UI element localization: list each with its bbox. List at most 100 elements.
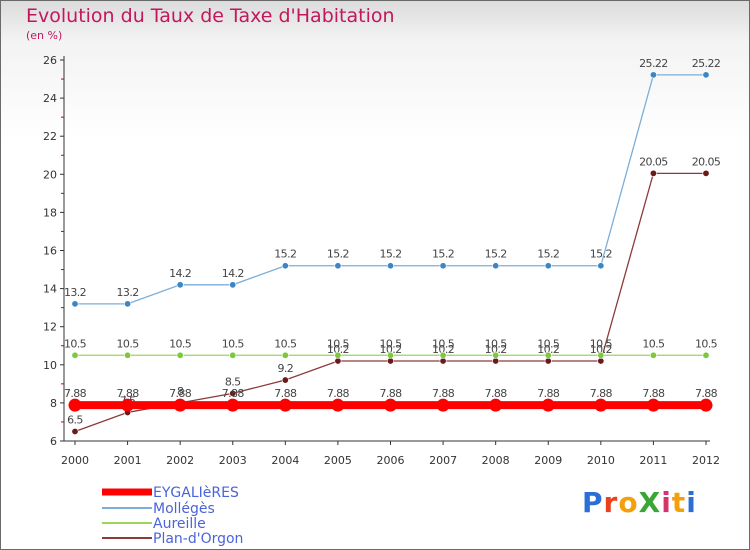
y-tick-label: 20 — [43, 168, 57, 181]
x-tick-label: 2012 — [692, 454, 720, 467]
x-tick-label: 2004 — [271, 454, 299, 467]
series-3: 6.57.588.59.210.210.210.210.210.210.220.… — [67, 155, 721, 435]
data-point — [544, 262, 552, 270]
data-label: 10.5 — [64, 337, 87, 350]
x-tick-label: 2006 — [377, 454, 405, 467]
data-label: 13.2 — [117, 286, 139, 299]
data-point — [281, 351, 289, 359]
data-label: 7.88 — [64, 387, 87, 400]
logo-letter: r — [603, 486, 619, 519]
data-label: 15.2 — [590, 248, 612, 261]
data-point — [334, 262, 342, 270]
data-label: 6.5 — [67, 413, 83, 426]
data-label: 10.5 — [222, 337, 245, 350]
data-point — [702, 351, 710, 359]
data-label: 10.2 — [379, 343, 401, 356]
y-tick-label: 16 — [43, 245, 57, 258]
data-label: 7.88 — [642, 387, 665, 400]
data-point — [173, 398, 187, 412]
data-point — [439, 262, 447, 270]
x-tick-label: 2008 — [482, 454, 510, 467]
y-tick-label: 8 — [50, 397, 57, 410]
data-label: 20.05 — [692, 155, 721, 168]
data-point — [541, 398, 555, 412]
data-point — [71, 351, 79, 359]
data-point — [492, 262, 500, 270]
data-point — [121, 398, 135, 412]
data-label: 7.88 — [432, 387, 455, 400]
data-label: 10.2 — [432, 343, 454, 356]
logo-letter: i — [686, 486, 697, 519]
logo-letter: i — [661, 486, 672, 519]
logo-letter: P — [582, 486, 604, 519]
legend-label: Aureille — [153, 516, 206, 532]
axes: 6 8 10 12 14 16 18 20 22 24 26 2000 2001 2002 2003 2004… — [43, 54, 720, 467]
data-point — [281, 262, 289, 270]
data-label: 9.2 — [277, 362, 293, 375]
data-label: 10.2 — [537, 343, 559, 356]
data-point — [124, 300, 132, 308]
proxiti-logo: ProXiti — [582, 486, 697, 519]
x-tick-label: 2001 — [114, 454, 142, 467]
data-label: 15.2 — [537, 248, 559, 261]
data-label: 15.2 — [432, 248, 454, 261]
data-label: 15.2 — [379, 248, 401, 261]
x-tick-label: 2011 — [639, 454, 667, 467]
logo-letter: t — [671, 486, 687, 519]
data-point — [646, 398, 660, 412]
data-point — [649, 169, 657, 177]
data-point — [176, 281, 184, 289]
data-point — [386, 351, 394, 359]
y-tick-label: 10 — [43, 359, 57, 372]
data-point — [71, 300, 79, 308]
x-tick-label: 2005 — [324, 454, 352, 467]
data-point — [68, 398, 82, 412]
data-point — [384, 398, 397, 412]
data-label: 7.88 — [695, 387, 718, 400]
data-label: 10.5 — [274, 337, 297, 350]
data-label: 10.5 — [485, 337, 508, 350]
data-point — [489, 398, 503, 412]
data-point — [649, 351, 657, 359]
data-label: 7.88 — [379, 387, 402, 400]
data-label: 20.05 — [639, 155, 668, 168]
data-point — [124, 351, 132, 359]
data-point — [439, 351, 447, 359]
y-tick-label: 26 — [43, 54, 57, 67]
data-label: 10.5 — [432, 337, 455, 350]
data-point — [544, 351, 552, 359]
data-point — [334, 351, 342, 359]
data-point — [492, 351, 500, 359]
y-tick-label: 18 — [43, 206, 57, 219]
x-tick-label: 2000 — [61, 454, 89, 467]
data-point — [702, 169, 710, 177]
x-tick-label: 2007 — [429, 454, 457, 467]
y-tick-label: 22 — [43, 130, 57, 143]
data-label: 7.88 — [537, 387, 560, 400]
data-point — [226, 398, 240, 412]
data-label: 14.2 — [169, 267, 191, 280]
data-label: 7.88 — [274, 387, 297, 400]
data-point — [597, 351, 605, 359]
series-1: 13.2 13.2 14.2 14.2 15.2 15.2 15.2 15.2 15.2 15.2… — [64, 57, 721, 308]
data-label: 7.88 — [485, 387, 508, 400]
y-tick-label: 12 — [43, 321, 57, 334]
data-label: 10.5 — [169, 337, 192, 350]
data-point — [594, 398, 608, 412]
data-label: 7.88 — [169, 387, 192, 400]
data-point — [597, 262, 605, 270]
chart-title: Evolution du Taux de Taxe d'Habitation — [26, 5, 395, 27]
y-tick-label: 24 — [43, 92, 57, 105]
data-label: 7.88 — [327, 387, 350, 400]
data-point — [71, 427, 79, 435]
data-point — [649, 71, 657, 79]
data-point — [699, 398, 713, 412]
data-point — [281, 376, 289, 384]
logo-letter: X — [638, 486, 662, 519]
data-label: 10.5 — [642, 337, 665, 350]
data-label: 15.2 — [327, 248, 349, 261]
chart-subtitle: (en %) — [26, 29, 63, 42]
x-tick-label: 2009 — [534, 454, 562, 467]
data-point — [229, 281, 237, 289]
